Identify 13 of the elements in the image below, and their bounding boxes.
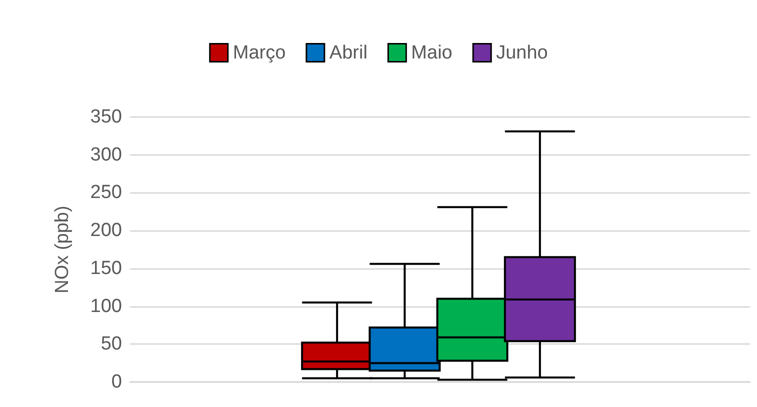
legend-label: Junho <box>496 42 548 64</box>
y-tick-label: 350 <box>90 106 122 128</box>
legend-label: Maio <box>411 42 452 64</box>
y-tick-label: 150 <box>90 258 122 279</box>
y-tick-label: 0 <box>111 372 122 392</box>
y-tick-label: 250 <box>90 182 122 204</box>
y-tick-label: 300 <box>90 144 122 166</box>
legend-label: Abril <box>329 42 368 64</box>
y-tick-label: 50 <box>100 334 122 355</box>
y-tick-label: 100 <box>90 296 122 317</box>
legend-label: Março <box>232 42 286 64</box>
y-axis-title: NOx (ppb) <box>52 206 73 294</box>
y-tick-label: 200 <box>90 220 122 242</box>
